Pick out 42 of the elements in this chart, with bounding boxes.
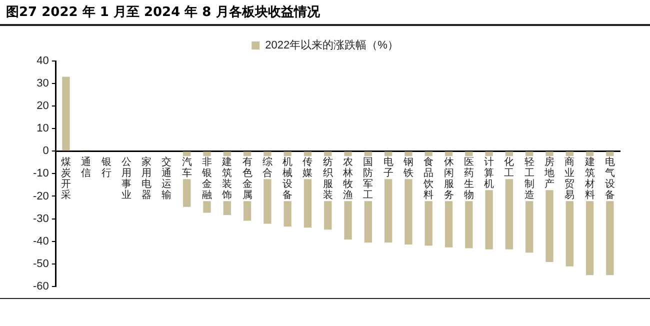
x-tick-label: 建筑材料: [584, 156, 595, 201]
x-tick-label: 有色金属: [242, 156, 252, 201]
x-tick-label: 纺织服装: [322, 156, 333, 201]
x-tick-label: 汽车: [182, 156, 192, 179]
x-tick-label: 医药生物: [464, 156, 474, 201]
x-tick-label: 农林牧渔: [342, 156, 354, 201]
y-tick-label: -10: [32, 168, 49, 180]
x-tick-label: 钢铁: [402, 156, 414, 179]
x-tick-label: 交通运输: [162, 156, 172, 201]
legend-label: 2022年以来的涨跌幅（%）: [265, 38, 398, 52]
y-tick-label: -40: [32, 235, 49, 248]
x-tick-label: 国防军工: [363, 156, 374, 201]
x-tick-label: 通信: [81, 156, 92, 179]
y-tick-label: -60: [32, 280, 49, 292]
bar: [62, 76, 70, 151]
chart-title: 图27 2022 年 1 月至 2024 年 8 月各板块收益情况: [0, 0, 650, 26]
x-tick-label: 电子: [383, 156, 394, 179]
x-tick-label: 化工: [504, 156, 514, 179]
x-tick-label: 房地产: [543, 156, 554, 190]
y-tick-label: 20: [36, 100, 49, 112]
x-tick-label: 商业贸易: [564, 156, 575, 201]
y-tick-label: -50: [32, 258, 49, 270]
x-tick-label: 家用电器: [142, 156, 152, 201]
y-tick-label: -30: [32, 212, 49, 225]
y-tick-label: 40: [36, 55, 49, 68]
y-tick-label: 0: [42, 145, 49, 158]
x-tick-label: 休闲服务: [444, 156, 454, 201]
x-tick-label: 电气设备: [604, 156, 615, 201]
x-tick-label: 银行: [100, 156, 112, 179]
x-tick-label: 计算机: [484, 156, 494, 190]
x-tick-label: 机械设备: [282, 156, 293, 201]
y-tick-label: 10: [36, 122, 49, 135]
x-tick-label: 公用事业: [121, 156, 132, 201]
x-tick-label: 建筑装饰: [221, 156, 232, 201]
x-tick-label: 轻工制造: [524, 156, 534, 201]
x-tick-label: 综合: [262, 156, 272, 179]
x-tick-label: 传媒: [302, 156, 313, 179]
y-tick-label: 30: [36, 78, 49, 90]
x-tick-label: 非银金融: [200, 156, 212, 201]
y-tick-label: -20: [32, 190, 49, 202]
x-tick-label: 煤炭开采: [60, 156, 71, 201]
x-tick-label: 食品饮料: [422, 156, 434, 201]
